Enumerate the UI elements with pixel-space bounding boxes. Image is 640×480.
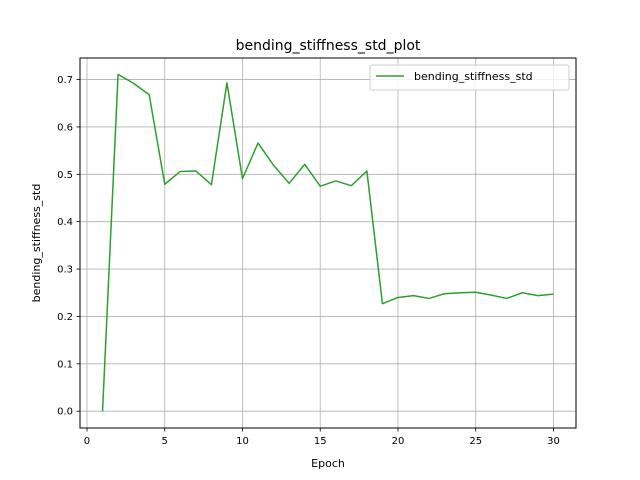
y-tick-label: 0.4 [57, 217, 73, 228]
y-tick-label: 0.2 [57, 312, 73, 323]
x-axis: 0 5 10 15 20 25 30 [84, 428, 560, 447]
x-axis-label: Epoch [311, 457, 345, 470]
x-tick-label: 25 [469, 436, 482, 447]
y-axis: 0.0 0.1 0.2 0.3 0.4 0.5 0.6 0.7 [57, 75, 80, 418]
x-tick-label: 10 [236, 436, 249, 447]
y-tick-label: 0.7 [57, 75, 73, 86]
y-tick-label: 0.1 [57, 359, 73, 370]
y-tick-label: 0.0 [57, 407, 73, 418]
chart-title: bending_stiffness_std_plot [236, 38, 421, 54]
y-tick-label: 0.5 [57, 170, 73, 181]
legend-box [369, 64, 570, 91]
x-tick-label: 0 [84, 436, 90, 447]
y-axis-label: bending_stiffness_std [30, 184, 43, 303]
x-tick-label: 5 [162, 436, 168, 447]
x-tick-label: 15 [314, 436, 327, 447]
x-tick-label: 30 [547, 436, 560, 447]
grid [80, 58, 576, 428]
legend: bending_stiffness_std [369, 64, 570, 91]
series-line [101, 73, 554, 412]
plot-frame [79, 57, 577, 429]
y-tick-label: 0.3 [57, 265, 73, 276]
legend-label: bending_stiffness_std [414, 70, 533, 83]
y-tick-label: 0.6 [57, 122, 73, 133]
series-layer [101, 73, 554, 412]
x-tick-label: 20 [392, 436, 405, 447]
